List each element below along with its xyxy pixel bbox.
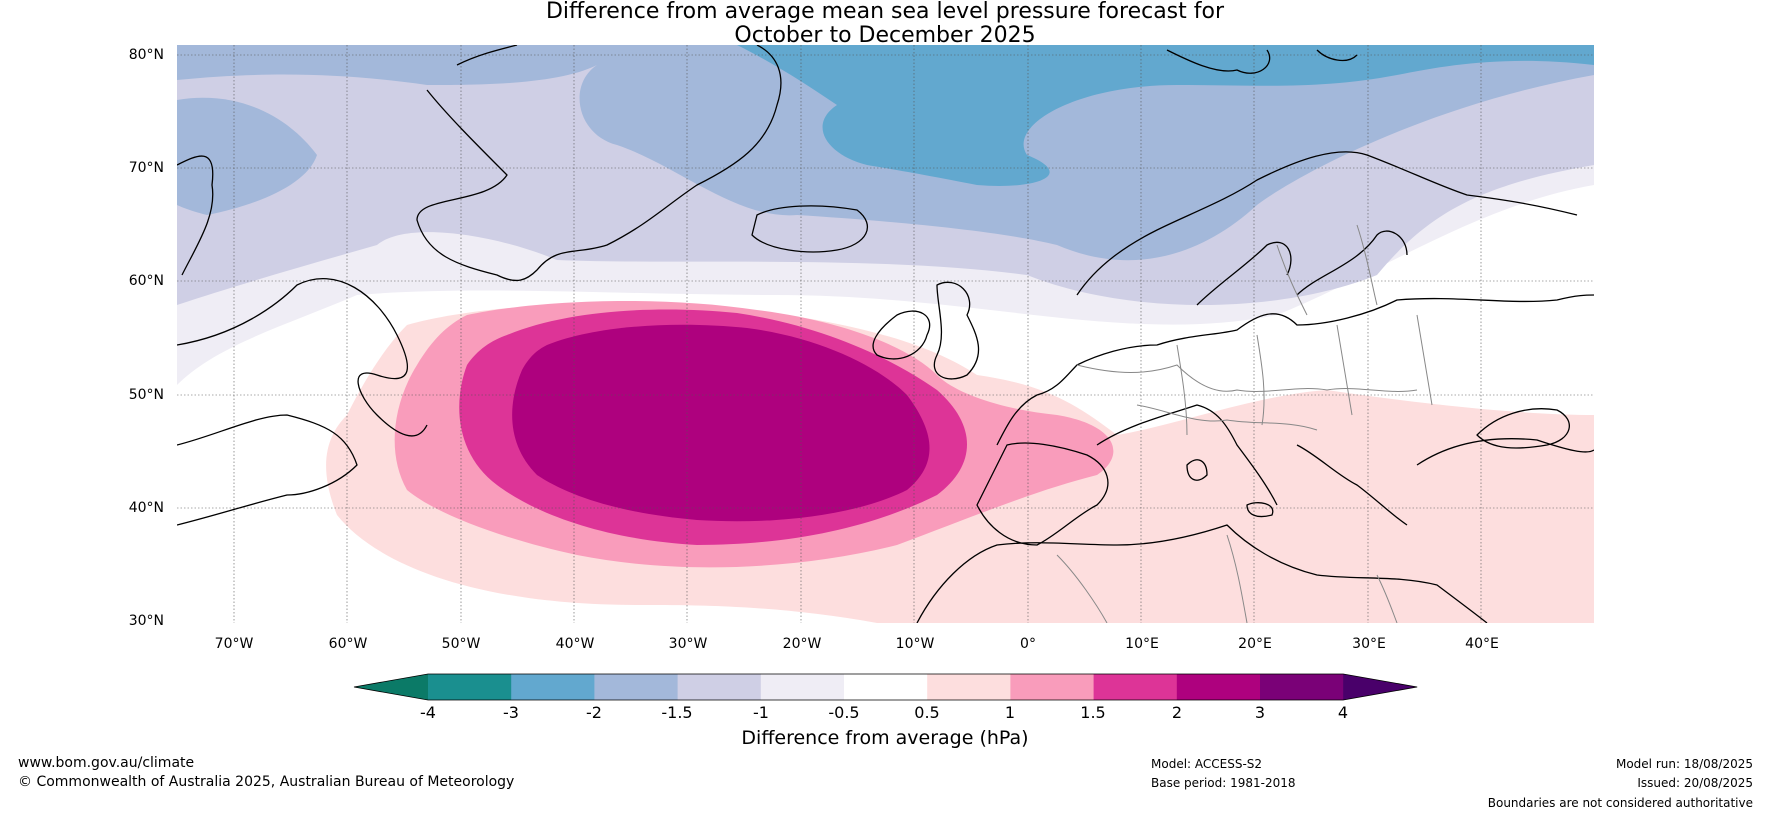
colorbar-tick-minus-4: -4 xyxy=(420,703,436,722)
colorbar-tick-minus-2: -2 xyxy=(586,703,602,722)
coast-africa-north xyxy=(916,524,1488,623)
pressure-anomaly-map xyxy=(177,45,1594,623)
colorbar-segment-7 xyxy=(1010,674,1095,700)
colorbar-tick-minus-0-5: -0.5 xyxy=(828,703,860,722)
colorbar-segment-4 xyxy=(760,674,845,700)
coast-north-america xyxy=(177,155,428,526)
contour-band-plus-2 xyxy=(512,324,930,522)
colorbar-extend-under xyxy=(354,674,428,700)
graticule xyxy=(177,45,1594,623)
colorbar-tick-minus-3: -3 xyxy=(503,703,519,722)
coast-iceland xyxy=(751,205,869,253)
footer-model-run: Model run: 18/08/2025 xyxy=(1615,757,1753,771)
contour-band-minus-2 xyxy=(737,45,1594,186)
footer-website: www.bom.gov.au/climate xyxy=(18,755,195,771)
footer-model: Model: ACCESS-S2 xyxy=(1151,757,1263,771)
lon-label-40e: 40°E xyxy=(1465,636,1499,652)
colorbar-outline xyxy=(353,673,1418,701)
country-boundaries xyxy=(1056,224,1433,623)
colorbar-segment-0 xyxy=(428,674,512,700)
colorbar-segment-9 xyxy=(1176,674,1261,700)
lon-label-10e: 10°E xyxy=(1125,636,1159,652)
lat-label-60n: 60°N xyxy=(128,273,164,289)
colorbar-segment-5 xyxy=(844,674,928,700)
coastlines xyxy=(177,45,1594,623)
colorbar-segment-1 xyxy=(511,674,595,700)
colorbar-tick-0-5: 0.5 xyxy=(914,703,940,722)
map-title: Difference from average mean sea level p… xyxy=(0,0,1770,48)
lat-label-30n: 30°N xyxy=(128,613,164,629)
colorbar-segment-6 xyxy=(927,674,1011,700)
colorbar xyxy=(353,673,1418,701)
colorbar-segment-3 xyxy=(677,674,762,700)
lon-label-0: 0° xyxy=(1020,636,1036,652)
title-line-2: October to December 2025 xyxy=(734,23,1036,48)
colorbar-tick-1-5: 1.5 xyxy=(1080,703,1106,722)
colorbar-label: Difference from average (hPa) xyxy=(741,727,1029,749)
lon-label-30w: 30°W xyxy=(668,636,708,652)
coast-svalbard xyxy=(1166,49,1358,74)
coast-black-sea xyxy=(1476,408,1570,449)
footer-base-period: Base period: 1981-2018 xyxy=(1151,776,1296,790)
lon-label-20e: 20°E xyxy=(1238,636,1272,652)
lon-label-70w: 70°W xyxy=(214,636,254,652)
colorbar-segment-2 xyxy=(594,674,679,700)
colorbar-tick-minus-1-5: -1.5 xyxy=(661,703,693,722)
lon-label-20w: 20°W xyxy=(782,636,822,652)
lon-label-60w: 60°W xyxy=(328,636,368,652)
lat-label-80n: 80°N xyxy=(128,47,164,63)
title-line-1: Difference from average mean sea level p… xyxy=(545,0,1225,24)
coast-greenland xyxy=(416,45,782,282)
coast-british-isles xyxy=(872,281,980,380)
lat-label-70n: 70°N xyxy=(128,160,164,176)
coast-islands xyxy=(1186,459,1274,518)
coast-scandinavia xyxy=(1076,151,1578,306)
coast-iberia xyxy=(976,442,1109,546)
colorbar-tick-minus-1: -1 xyxy=(753,703,769,722)
lon-label-40w: 40°W xyxy=(555,636,595,652)
lat-label-50n: 50°N xyxy=(128,387,164,403)
colorbar-extend-over xyxy=(1343,674,1418,700)
colorbar-tick-3: 3 xyxy=(1254,703,1266,722)
footer-copyright: © Commonwealth of Australia 2025, Austra… xyxy=(18,774,515,790)
coast-mediterranean-north xyxy=(1096,404,1594,526)
footer-issued: Issued: 20/08/2025 xyxy=(1637,776,1753,790)
colorbar-tick-2: 2 xyxy=(1171,703,1183,722)
lat-label-40n: 40°N xyxy=(128,500,164,516)
coast-europe-west xyxy=(996,294,1594,446)
lon-label-50w: 50°W xyxy=(441,636,481,652)
colorbar-segment-10 xyxy=(1260,674,1344,700)
colorbar-tick-4: 4 xyxy=(1337,703,1349,722)
colorbar-segments xyxy=(353,673,1418,701)
colorbar-segment-8 xyxy=(1093,674,1178,700)
lon-label-10w: 10°W xyxy=(895,636,935,652)
colorbar-tick-1: 1 xyxy=(1004,703,1016,722)
footer-disclaimer: Boundaries are not considered authoritat… xyxy=(1487,796,1753,810)
lon-label-30e: 30°E xyxy=(1352,636,1386,652)
